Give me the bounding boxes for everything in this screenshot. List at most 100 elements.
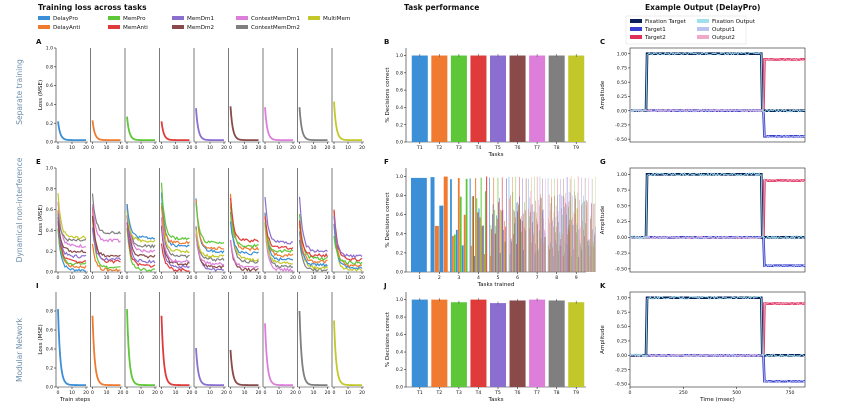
bar-group-5-14 bbox=[499, 197, 500, 272]
fixation-target-line bbox=[630, 52, 805, 112]
target2-line bbox=[630, 302, 805, 357]
loss-curve-2-7 bbox=[126, 204, 156, 240]
loss-curve-8-2 bbox=[333, 209, 363, 268]
ytick-label: 0.0 bbox=[396, 385, 403, 391]
ytick-label: -0.25 bbox=[615, 251, 627, 257]
loss-curve-0-6 bbox=[57, 201, 87, 249]
xtick-label: 20 bbox=[359, 275, 365, 281]
loss-curve-ContextMemDm1 bbox=[264, 107, 293, 142]
loss-curve-2-0 bbox=[126, 228, 155, 273]
ytick-label: 1.0 bbox=[46, 46, 53, 52]
bar-group-3-5 bbox=[459, 196, 462, 272]
loss-subplot-6: 0 10 20 bbox=[262, 48, 296, 151]
ytick-label: 0.2 bbox=[46, 121, 53, 127]
xtick-label: 0 bbox=[160, 390, 163, 396]
xtick-label: 20 bbox=[325, 390, 331, 396]
xtick-label: 20 bbox=[152, 275, 158, 281]
loss-curve-DelayAnti bbox=[91, 315, 121, 386]
ytick-label: 0.2 bbox=[396, 122, 403, 128]
bar-T8 bbox=[548, 55, 565, 142]
xtick-label: 20 bbox=[256, 145, 262, 151]
loss-subplot-7: 0 10 20 bbox=[297, 168, 330, 281]
bar-group-4-12 bbox=[482, 225, 484, 272]
xtick-label: 10 bbox=[242, 145, 248, 151]
xtick-label: 0 bbox=[298, 145, 301, 151]
bar-group-5-9 bbox=[495, 225, 497, 272]
loss-curve-7-5 bbox=[298, 220, 329, 258]
xtick-label-6: 7 bbox=[536, 275, 539, 281]
bar-T4 bbox=[470, 55, 487, 142]
ytick-label: 0.75 bbox=[617, 310, 627, 316]
bar-T3 bbox=[450, 302, 467, 387]
xtick-label: 0 bbox=[126, 145, 129, 151]
xtick-label: 10 bbox=[69, 275, 75, 281]
bar-group-3-6 bbox=[461, 245, 464, 272]
xtick-label: 10 bbox=[69, 145, 75, 151]
ytick-label: 1.0 bbox=[46, 166, 53, 172]
xtick-label-6: T7 bbox=[533, 145, 540, 151]
loss-curve-3-1 bbox=[160, 226, 190, 270]
loss-curve-0-3 bbox=[57, 221, 87, 264]
legend-label-6: ContextMemDm1 bbox=[251, 16, 300, 22]
xtick-label-1: 2 bbox=[438, 275, 441, 281]
loss-subplot-7: 0 10 20 bbox=[297, 292, 331, 396]
bar-group-5-13 bbox=[498, 202, 499, 272]
xtick-label: 20 bbox=[221, 145, 227, 151]
target1-line bbox=[630, 236, 805, 267]
loss-xlabel-I: Train steps bbox=[59, 397, 90, 403]
panel-letter-J: J bbox=[383, 282, 387, 290]
bar-group-3-7 bbox=[463, 214, 466, 272]
row-label-1: Dynamical non-interference bbox=[15, 157, 24, 262]
xtick-label: 20 bbox=[359, 145, 365, 151]
legend-label-4: MemDm1 bbox=[187, 16, 214, 22]
xtick-label: 20 bbox=[83, 390, 89, 396]
loss-subplot-2: 0 10 20 bbox=[124, 48, 158, 151]
xtick-label: 0 bbox=[126, 275, 129, 281]
bar-group-5-21 bbox=[503, 221, 505, 272]
xtick-label: 10 bbox=[173, 145, 179, 151]
loss-subplot-3: 0 10 20 bbox=[159, 48, 193, 151]
output-legend-box bbox=[625, 15, 747, 45]
bar-panel-J: J % Decisions correct 0.0 0.2 0.4 0.6 0.8 1.0 T1… bbox=[383, 282, 586, 403]
loss-curve-0-0 bbox=[57, 228, 87, 272]
row-label-2: Modular Network bbox=[15, 317, 24, 382]
loss-curve-6-3 bbox=[264, 214, 294, 262]
xtick-label: 0 bbox=[264, 275, 267, 281]
loss-curve-3-4 bbox=[160, 203, 190, 259]
bar-panel-B: B % Decisions correct 0.0 0.2 0.4 0.6 0.8 1.0 T1… bbox=[384, 38, 586, 158]
bar-group-5-24 bbox=[506, 178, 507, 272]
ytick-label: 0.2 bbox=[46, 249, 53, 255]
xtick-label: 20 bbox=[187, 145, 193, 151]
legend-swatch-8 bbox=[308, 16, 320, 20]
xtick-label: 20 bbox=[187, 390, 193, 396]
xtick-label: 10 bbox=[345, 275, 351, 281]
loss-ylabel-A: Loss (MSE) bbox=[38, 80, 44, 110]
ytick-label: 0.00 bbox=[617, 108, 627, 114]
output-legend-label-5: Output2 bbox=[712, 35, 735, 41]
xtick-label-2: T3 bbox=[455, 145, 462, 151]
loss-curve-MemDm1 bbox=[195, 347, 224, 386]
legend-label-7: ContextMemDm2 bbox=[251, 25, 300, 31]
ytick-label: -0.50 bbox=[615, 266, 627, 272]
ytick-label: 0.4 bbox=[46, 102, 53, 108]
xtick-label: 750 bbox=[786, 390, 795, 396]
xtick-label: 20 bbox=[83, 275, 89, 281]
fixation-output-line bbox=[629, 51, 806, 113]
legend-swatch-7 bbox=[236, 25, 248, 29]
loss-curve-MemDm1 bbox=[195, 108, 224, 142]
xtick-label: 0 bbox=[264, 390, 267, 396]
xtick-label: 20 bbox=[256, 275, 262, 281]
panel-letter-E: E bbox=[36, 158, 41, 166]
bar-group-4-11 bbox=[481, 225, 483, 272]
output-panel-C: C Amplitude -0.50 -0.25 0.00 0.25 0.50 0.75 1.00 bbox=[600, 38, 806, 143]
loss-curve-2-2 bbox=[126, 215, 156, 264]
ytick-label: 0.8 bbox=[46, 309, 53, 315]
bar-xlabel-B: Tasks bbox=[488, 152, 504, 158]
panel-letter-K: K bbox=[600, 282, 606, 290]
output-frame bbox=[629, 167, 806, 273]
xtick-label: 20 bbox=[325, 145, 331, 151]
output-legend-label-1: Target1 bbox=[644, 27, 666, 33]
xtick-label: 10 bbox=[345, 390, 351, 396]
output-legend-swatch-5 bbox=[697, 35, 709, 39]
xtick-label-5: 6 bbox=[516, 275, 519, 281]
